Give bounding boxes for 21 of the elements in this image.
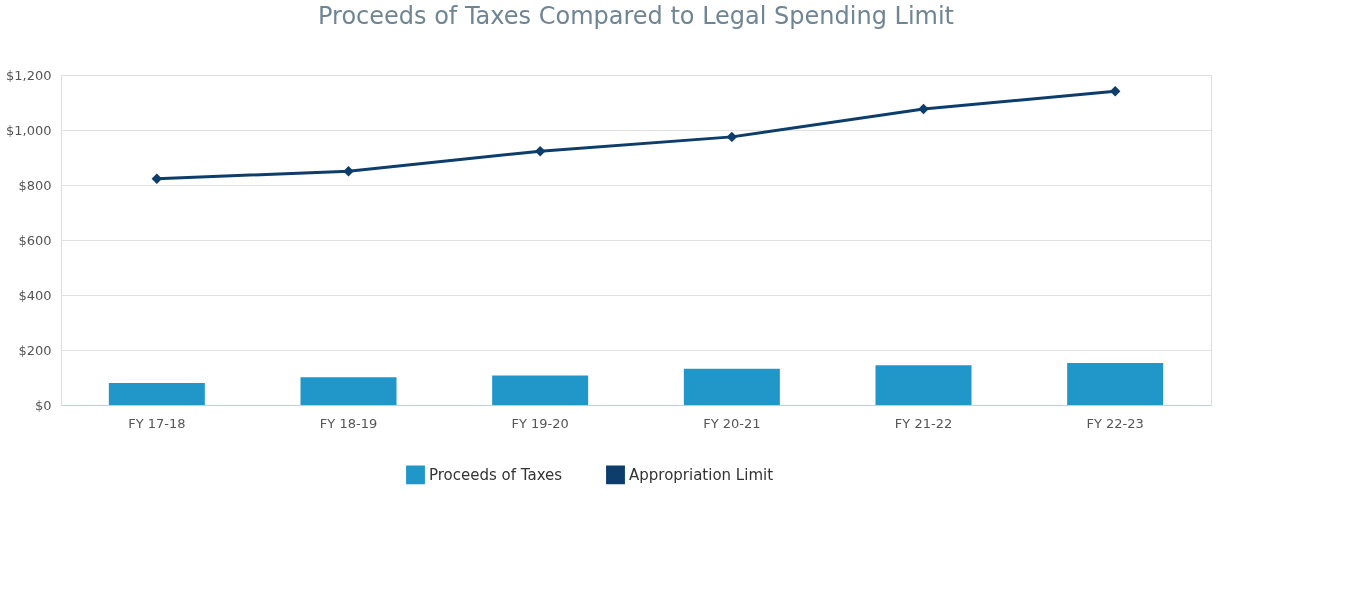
y-tick-label: $200	[18, 342, 52, 358]
legend-label: Appropriation Limit	[629, 465, 774, 484]
x-tick-label: FY 22-23	[1086, 415, 1144, 431]
y-tick-label: $400	[18, 287, 52, 303]
x-tick-label: FY 21-22	[894, 415, 953, 431]
chart-title: Proceeds of Taxes Compared to Legal Spending Limit	[317, 2, 955, 30]
x-tick-label: FY 20-21	[703, 415, 761, 431]
point	[918, 103, 929, 115]
y-tick-label: $1,200	[6, 67, 52, 83]
x-tick-label: FY 18-19	[319, 415, 378, 431]
x-tick-label: FY 19-20	[511, 415, 569, 431]
legend-label: Proceeds of Taxes	[429, 465, 563, 484]
y-tick-label: $800	[18, 177, 52, 193]
point	[534, 145, 546, 157]
y-tick-label: $1,000	[6, 122, 52, 138]
y-tick-label: $0	[34, 397, 52, 413]
x-tick-label: FY 17-18	[128, 415, 186, 431]
point	[1109, 85, 1121, 97]
point	[343, 166, 354, 177]
y-tick-label: $600	[18, 232, 52, 248]
point	[726, 131, 738, 143]
